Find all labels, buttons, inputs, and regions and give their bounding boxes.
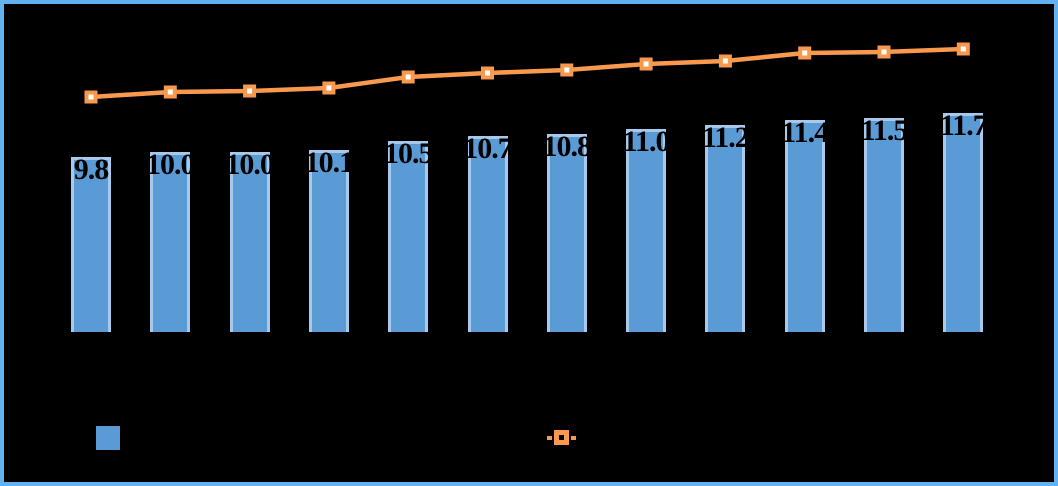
bar (546, 134, 587, 332)
bar (626, 129, 667, 332)
bar-value-label: 11.4 (781, 116, 829, 150)
bar-value-label: 10.5 (383, 136, 434, 170)
bar (71, 157, 111, 332)
legend-line-marker-icon (554, 430, 569, 445)
legend-bar-swatch (96, 426, 120, 450)
bar (388, 140, 429, 332)
legend-line-marker-hole (559, 435, 564, 440)
bar (943, 113, 984, 332)
bar (308, 150, 349, 332)
bar-value-label: 10.7 (463, 132, 513, 166)
bar-value-label: 10.0 (225, 148, 275, 182)
bar (784, 120, 825, 332)
bar-value-label: 11.5 (860, 113, 909, 147)
bar (864, 117, 904, 332)
bar (705, 124, 746, 332)
bar-value-label: 10.1 (304, 146, 355, 180)
bar (150, 152, 191, 332)
legend-line-dash-left (547, 435, 552, 440)
legend-line-swatch (545, 430, 578, 445)
bar-value-label: 10.8 (542, 130, 593, 163)
bar-value-label: 11.0 (622, 125, 671, 159)
bar (229, 152, 270, 332)
bar-value-label: 11.2 (701, 120, 750, 154)
bar-value-label: 11.7 (939, 109, 988, 143)
legend-line-dash-right (571, 435, 576, 440)
bar-value-label: 9.8 (73, 153, 110, 186)
bar (467, 136, 508, 332)
bar-value-label: 10.0 (146, 148, 196, 182)
